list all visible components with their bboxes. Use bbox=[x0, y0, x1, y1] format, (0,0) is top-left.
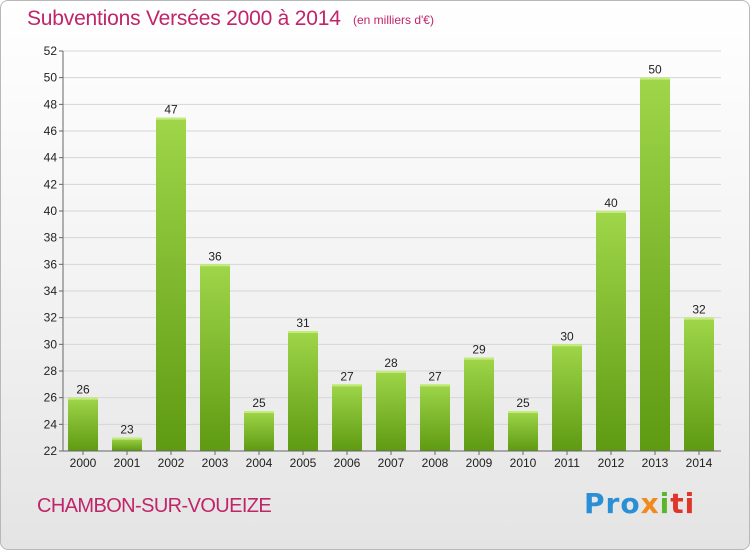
y-tick-label: 30 bbox=[44, 337, 58, 351]
bar-2006 bbox=[332, 384, 362, 451]
x-tick-label-2007: 2007 bbox=[378, 456, 405, 470]
bar-top-highlight bbox=[508, 411, 538, 413]
bar-top-highlight bbox=[112, 437, 142, 440]
y-tick-label: 24 bbox=[44, 417, 58, 431]
y-tick-label: 52 bbox=[44, 44, 58, 58]
bar-top-highlight bbox=[68, 397, 98, 400]
y-tick-label: 38 bbox=[44, 231, 58, 245]
y-tick-label: 40 bbox=[44, 204, 58, 218]
x-tick-label-2011: 2011 bbox=[554, 456, 580, 470]
bar-top-highlight bbox=[332, 384, 362, 387]
bar-2001 bbox=[112, 437, 142, 451]
y-tick-label: 22 bbox=[44, 444, 58, 458]
y-tick-label: 50 bbox=[44, 71, 58, 85]
data-label-2006: 27 bbox=[340, 369, 354, 383]
logo-part-1: Pro bbox=[584, 487, 641, 520]
data-label-2003: 36 bbox=[208, 249, 222, 263]
data-label-2000: 26 bbox=[76, 383, 90, 397]
bar-2000 bbox=[68, 397, 98, 451]
x-tick-label-2001: 2001 bbox=[114, 456, 141, 470]
chart-subtitle: (en milliers d'€) bbox=[353, 13, 434, 27]
bar-top-highlight bbox=[244, 411, 274, 413]
x-tick-label-2000: 2000 bbox=[70, 456, 97, 470]
x-tick-label-2003: 2003 bbox=[202, 456, 229, 470]
data-label-2014: 32 bbox=[692, 303, 706, 317]
y-tick-label: 36 bbox=[44, 257, 58, 271]
x-tick-label-2008: 2008 bbox=[422, 456, 449, 470]
logo-part-2: x bbox=[640, 487, 660, 520]
y-tick-label: 46 bbox=[44, 124, 58, 138]
bar-2003 bbox=[200, 264, 230, 451]
x-tick-label-2013: 2013 bbox=[642, 456, 669, 470]
data-label-2012: 40 bbox=[604, 196, 618, 210]
bar-2002 bbox=[156, 117, 186, 452]
bar-top-highlight bbox=[376, 371, 406, 373]
y-tick-label: 44 bbox=[44, 151, 58, 165]
bar-top-highlight bbox=[420, 384, 450, 387]
data-label-2010: 25 bbox=[516, 396, 530, 410]
logo-part-3: i bbox=[659, 487, 671, 520]
x-tick-label-2012: 2012 bbox=[598, 456, 625, 470]
data-label-2002: 47 bbox=[164, 103, 178, 117]
bar-2008 bbox=[420, 384, 450, 451]
y-tick-label: 42 bbox=[44, 177, 58, 191]
x-tick-label-2004: 2004 bbox=[246, 456, 273, 470]
data-label-2001: 23 bbox=[120, 423, 134, 437]
y-tick-label: 34 bbox=[44, 284, 58, 298]
x-tick-label-2009: 2009 bbox=[466, 456, 493, 470]
y-tick-label: 32 bbox=[44, 311, 58, 325]
bar-2009 bbox=[464, 357, 494, 451]
data-label-2013: 50 bbox=[648, 63, 662, 77]
commune-name: CHAMBON-SUR-VOUEIZE bbox=[37, 495, 272, 517]
bar-top-highlight bbox=[464, 357, 494, 360]
bar-top-highlight bbox=[596, 211, 626, 213]
data-label-2011: 30 bbox=[560, 329, 574, 343]
data-label-2008: 27 bbox=[428, 369, 442, 383]
data-label-2009: 29 bbox=[472, 343, 486, 357]
y-tick-label: 28 bbox=[44, 364, 58, 378]
bar-2014 bbox=[684, 317, 714, 451]
y-tick-label: 48 bbox=[44, 97, 58, 111]
bar-top-highlight bbox=[200, 264, 230, 267]
x-tick-label-2014: 2014 bbox=[686, 456, 713, 470]
data-label-2005: 31 bbox=[296, 316, 310, 330]
data-label-2007: 28 bbox=[384, 356, 398, 370]
x-tick-label-2010: 2010 bbox=[510, 456, 537, 470]
bar-2004 bbox=[244, 411, 274, 451]
bar-top-highlight bbox=[684, 317, 714, 320]
proxiti-logo: Proxiti bbox=[584, 487, 695, 520]
bar-2005 bbox=[288, 331, 318, 451]
bar-top-highlight bbox=[552, 344, 582, 347]
bar-2013 bbox=[640, 77, 670, 452]
x-tick-label-2005: 2005 bbox=[290, 456, 317, 470]
bar-top-highlight bbox=[156, 117, 186, 120]
bar-2007 bbox=[376, 371, 406, 451]
chart-title: Subventions Versées 2000 à 2014 bbox=[27, 7, 341, 30]
bar-top-highlight bbox=[288, 331, 318, 333]
x-tick-label-2006: 2006 bbox=[334, 456, 361, 470]
y-tick-label: 26 bbox=[44, 391, 58, 405]
bar-2010 bbox=[508, 411, 538, 451]
bar-2011 bbox=[552, 344, 582, 451]
data-label-2004: 25 bbox=[252, 396, 266, 410]
x-tick-label-2002: 2002 bbox=[158, 456, 185, 470]
logo-part-4: ti bbox=[670, 487, 696, 520]
bar-2012 bbox=[596, 211, 626, 451]
bar-top-highlight bbox=[640, 77, 670, 80]
